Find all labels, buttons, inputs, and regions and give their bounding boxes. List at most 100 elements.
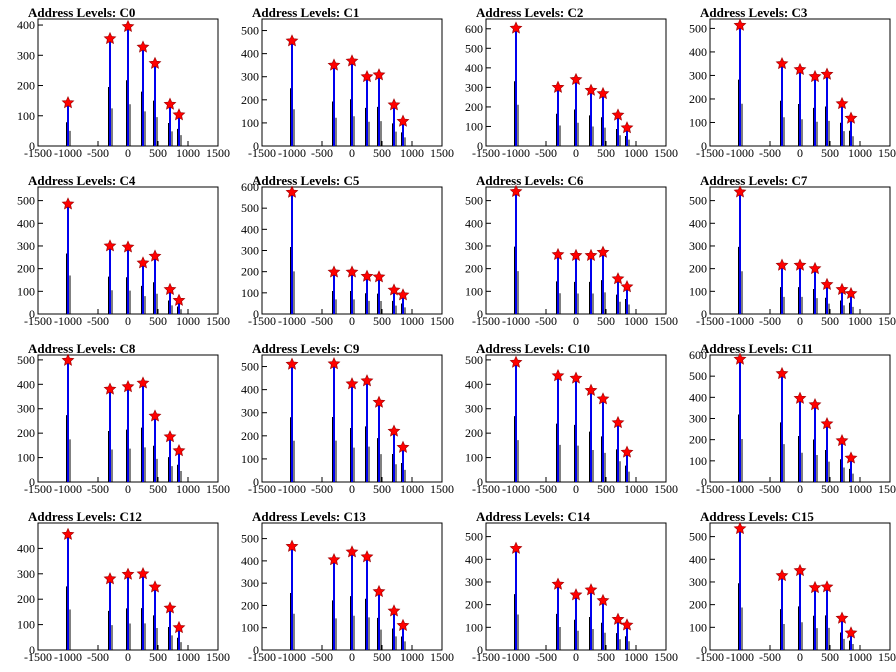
y-tick-label: 0 [477, 475, 483, 489]
x-tick-label: 500 [597, 482, 615, 496]
peak-marker [733, 521, 747, 535]
panel-title: Address Levels: C5 [252, 173, 360, 188]
peak-marker [136, 567, 150, 580]
peak-marker [372, 395, 386, 408]
panel-c1: Address Levels: C10100200300400500-1500-… [241, 5, 454, 160]
panel-title: Address Levels: C0 [28, 5, 135, 20]
peak-marker [396, 288, 410, 301]
y-tick-label: 600 [465, 22, 483, 36]
peak-marker [509, 184, 523, 197]
y-tick-label: 200 [241, 598, 259, 612]
y-tick-label: 200 [465, 426, 483, 440]
x-tick-label: -1500 [696, 482, 724, 496]
x-tick-label: 1000 [848, 482, 872, 496]
y-tick-label: 300 [689, 575, 707, 589]
peak-marker [103, 382, 117, 395]
peak-marker [733, 185, 747, 198]
peak-marker [820, 580, 834, 593]
y-tick-label: 300 [241, 244, 259, 258]
y-tick-label: 400 [689, 45, 707, 59]
x-tick-label: -500 [311, 650, 333, 664]
peak-marker [360, 374, 374, 387]
x-tick-label: 0 [349, 146, 355, 160]
panel-title: Address Levels: C3 [700, 5, 808, 20]
x-tick-label: -1000 [502, 482, 530, 496]
peak-marker [820, 417, 834, 430]
x-tick-label: 1500 [878, 650, 896, 664]
x-tick-label: 1500 [430, 650, 454, 664]
y-tick-label: 400 [689, 390, 707, 404]
peak-marker [620, 445, 634, 458]
peak-marker [121, 380, 135, 393]
peak-marker [360, 269, 374, 282]
panel-c12: Address Levels: C12 0 100 200 300 400 -1500 -10… [17, 509, 230, 664]
y-tick-label: 200 [241, 265, 259, 279]
y-tick-label: 200 [689, 598, 707, 612]
peak-marker [820, 67, 834, 80]
x-tick-label: -1500 [696, 146, 724, 160]
panel-c15: Address Levels: C15 0 100 200 300 400 500 -1500… [689, 509, 896, 664]
x-tick-label: 500 [373, 650, 391, 664]
panel-c11: Address Levels: C11 0 100 200 300 400 500 600 -1… [689, 341, 896, 496]
x-tick-label: -500 [759, 482, 781, 496]
x-tick-label: 0 [349, 314, 355, 328]
peak-marker [569, 72, 583, 86]
peak-marker [844, 286, 858, 300]
peak-marker [172, 443, 186, 457]
y-tick-label: 100 [17, 284, 35, 298]
peak-marker [172, 620, 186, 634]
peak-marker [584, 383, 598, 396]
x-tick-label: 0 [125, 482, 131, 496]
y-tick-label: 200 [17, 262, 35, 276]
panel-title: Address Levels: C15 [700, 509, 814, 524]
peak-marker [136, 376, 150, 389]
peak-marker [509, 541, 523, 554]
x-tick-label: 1000 [400, 482, 424, 496]
peak-marker [372, 584, 386, 598]
x-tick-label: -1000 [502, 314, 530, 328]
peak-marker [733, 352, 747, 365]
x-tick-label: -1000 [278, 650, 306, 664]
peak-marker [551, 369, 565, 382]
panel-c7: Address Levels: C70100200300400500-1500-… [689, 173, 896, 328]
y-tick-label: 400 [465, 216, 483, 230]
x-tick-label: 500 [149, 650, 167, 664]
panel-title: Address Levels: C7 [700, 173, 808, 188]
peak-marker [808, 580, 822, 594]
panel-c14: Address Levels: C14 0 100 200 300 400 500 -1500… [465, 509, 678, 664]
panel-c2: Address Levels: C2 0 100 200 300 400 500 600 -15… [465, 5, 678, 160]
x-tick-label: 1500 [878, 482, 896, 496]
x-tick-label: 500 [149, 482, 167, 496]
x-tick-label: 500 [597, 650, 615, 664]
peak-marker [327, 58, 341, 71]
peak-marker [775, 568, 789, 582]
peak-marker [775, 366, 789, 380]
y-tick-label: 100 [241, 452, 259, 466]
peak-marker [61, 197, 75, 210]
x-tick-label: 1500 [430, 314, 454, 328]
peak-marker [509, 21, 523, 34]
peak-marker [163, 430, 177, 443]
y-tick-label: 300 [689, 68, 707, 82]
y-tick-label: 200 [241, 429, 259, 443]
peak-marker [360, 69, 374, 83]
x-tick-label: -1000 [502, 146, 530, 160]
x-tick-label: 1000 [176, 482, 200, 496]
x-tick-label: 1000 [624, 146, 648, 160]
x-tick-label: 1000 [400, 146, 424, 160]
peak-marker [808, 261, 822, 275]
y-tick-label: 300 [241, 406, 259, 420]
panel-c4: Address Levels: C40100200300400500-1500-… [17, 173, 230, 328]
peak-marker [509, 355, 523, 368]
peak-marker [551, 80, 565, 93]
x-tick-label: 0 [125, 146, 131, 160]
y-tick-label: 400 [17, 216, 35, 230]
x-tick-label: 0 [573, 314, 579, 328]
x-tick-label: 1000 [400, 314, 424, 328]
x-tick-label: -500 [87, 314, 109, 328]
x-tick-label: 1500 [206, 314, 230, 328]
peak-marker [835, 433, 849, 447]
peak-marker [596, 245, 610, 258]
y-tick-label: 400 [17, 18, 35, 32]
x-tick-label: -1500 [24, 146, 52, 160]
